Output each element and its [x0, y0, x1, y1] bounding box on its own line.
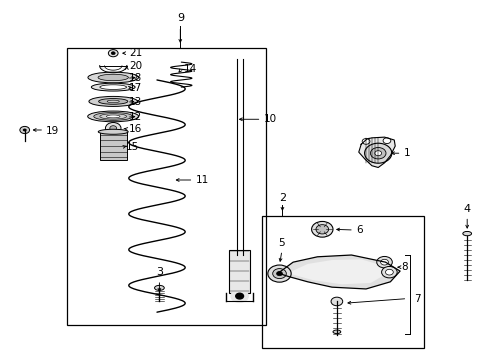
Circle shape [380, 259, 387, 265]
Circle shape [230, 290, 248, 302]
Circle shape [370, 148, 385, 159]
Text: 8: 8 [400, 262, 407, 272]
Polygon shape [287, 259, 387, 284]
Circle shape [315, 225, 328, 234]
Circle shape [364, 143, 391, 163]
Text: 6: 6 [356, 225, 362, 235]
Ellipse shape [99, 99, 127, 104]
Circle shape [20, 126, 30, 134]
Text: 2: 2 [278, 193, 285, 203]
Text: 11: 11 [196, 175, 209, 185]
Text: 1: 1 [403, 148, 410, 158]
Text: 13: 13 [129, 97, 142, 107]
Text: 4: 4 [463, 203, 470, 213]
Circle shape [276, 271, 282, 276]
Circle shape [108, 50, 118, 57]
Text: 17: 17 [129, 83, 142, 93]
Ellipse shape [154, 285, 164, 291]
Circle shape [311, 221, 332, 237]
Circle shape [110, 126, 116, 131]
Circle shape [267, 265, 290, 282]
Ellipse shape [107, 100, 119, 103]
Text: 21: 21 [129, 48, 142, 58]
Ellipse shape [100, 114, 126, 119]
Circle shape [385, 269, 392, 275]
Text: 15: 15 [125, 142, 139, 152]
Ellipse shape [87, 111, 139, 122]
Text: 20: 20 [129, 62, 142, 71]
Ellipse shape [100, 85, 126, 89]
Text: 18: 18 [129, 73, 142, 83]
Ellipse shape [91, 83, 135, 91]
Circle shape [376, 256, 391, 268]
Bar [67, 48, 266, 325]
Ellipse shape [106, 115, 120, 118]
Polygon shape [358, 137, 394, 167]
Ellipse shape [89, 96, 137, 107]
Polygon shape [277, 255, 399, 289]
Text: 10: 10 [264, 114, 277, 124]
Circle shape [381, 266, 396, 278]
Text: 19: 19 [46, 126, 59, 136]
Text: 3: 3 [156, 267, 163, 277]
Text: 12: 12 [129, 112, 142, 122]
Ellipse shape [88, 72, 138, 83]
Bar [228, 249, 250, 293]
Circle shape [111, 52, 115, 55]
Bar [100, 132, 126, 160]
Text: 14: 14 [183, 64, 197, 74]
Circle shape [272, 269, 286, 279]
Circle shape [105, 122, 121, 134]
Bar [261, 216, 424, 348]
Ellipse shape [94, 112, 132, 120]
Circle shape [362, 139, 369, 144]
Ellipse shape [462, 231, 470, 236]
Ellipse shape [98, 74, 128, 81]
Circle shape [374, 151, 381, 156]
Circle shape [382, 138, 390, 144]
Text: 9: 9 [176, 13, 183, 23]
Circle shape [330, 297, 342, 306]
Text: 5: 5 [278, 238, 285, 248]
Circle shape [235, 293, 243, 299]
Ellipse shape [98, 129, 128, 134]
Text: 16: 16 [129, 124, 142, 134]
Ellipse shape [332, 330, 340, 334]
Text: 7: 7 [413, 294, 420, 303]
Circle shape [23, 129, 27, 131]
